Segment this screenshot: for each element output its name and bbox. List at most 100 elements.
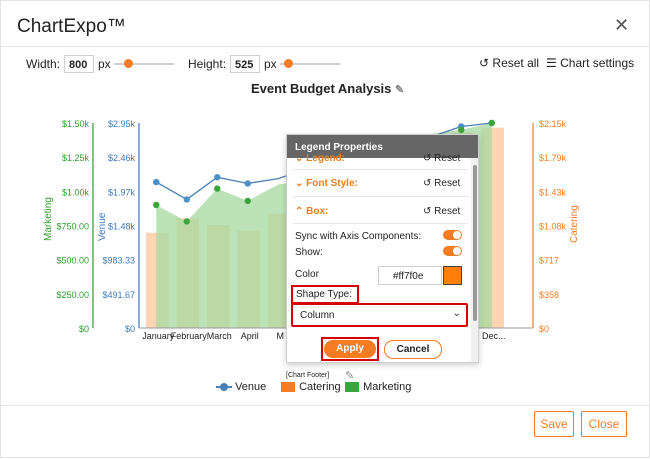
pencil-icon[interactable]: ✎ <box>395 84 405 96</box>
chevron-up-icon: ⌃ <box>295 206 304 217</box>
width-slider-handle[interactable] <box>124 59 133 68</box>
reset-icon: ↺ <box>479 56 490 70</box>
divider <box>293 223 468 224</box>
sync-toggle[interactable] <box>443 230 462 240</box>
venue-tick-label: $2.46k <box>108 153 136 163</box>
legend-item-marketing[interactable]: Marketing <box>345 381 411 393</box>
divider <box>293 196 468 197</box>
box-section-label: Box: <box>306 206 329 217</box>
marketing-point <box>458 126 465 134</box>
close-button[interactable]: Close <box>581 411 627 437</box>
catering-legend-icon <box>281 382 295 393</box>
color-hex-input[interactable]: #ff7f0e <box>378 266 442 285</box>
box-reset-label: Reset <box>434 206 461 217</box>
x-tick-label: Dec... <box>482 331 506 341</box>
width-label: Width: <box>26 57 61 71</box>
height-unit: px <box>264 57 277 71</box>
legend-properties-panel: Legend Properties ⌄ Legend: ↺ Reset ⌄ Fo… <box>286 134 479 363</box>
venue-tick-label: $983.33 <box>102 256 135 266</box>
marketing-tick-label: $750.00 <box>56 222 89 232</box>
x-tick-label: January <box>142 331 175 341</box>
reset-all-button[interactable]: ↺ Reset all <box>479 56 539 70</box>
panel-scrollbar-thumb[interactable] <box>473 165 477 321</box>
color-swatch[interactable] <box>443 266 462 285</box>
save-button[interactable]: Save <box>534 411 574 437</box>
legend-label-marketing: Marketing <box>363 381 412 393</box>
chart-settings-button[interactable]: ☰ Chart settings <box>546 56 634 70</box>
height-slider-handle[interactable] <box>284 59 293 68</box>
marketing-point <box>244 197 251 205</box>
catering-tick-label: $1.79k <box>539 153 567 163</box>
show-label: Show: <box>295 247 323 258</box>
font-style-section-toggle[interactable]: ⌄ Font Style: <box>295 178 358 189</box>
marketing-tick-label: $0 <box>79 324 89 334</box>
cancel-button[interactable]: Cancel <box>384 340 442 359</box>
marketing-point <box>183 218 190 225</box>
height-input[interactable]: 525 <box>230 55 260 73</box>
legend-section-toggle[interactable]: ⌄ Legend: <box>295 153 345 164</box>
font-style-reset-button[interactable]: ↺ Reset <box>423 178 461 189</box>
venue-point <box>214 174 221 181</box>
chevron-down-icon: ⌄ <box>295 153 304 164</box>
catering-tick-label: $717 <box>539 256 559 266</box>
x-tick-label: M <box>277 331 285 341</box>
catering-tick-label: $358 <box>539 290 559 300</box>
catering-tick-label: $0 <box>539 324 549 334</box>
legend-reset-button[interactable]: ↺ Reset <box>423 153 461 164</box>
marketing-axis-label: Marketing <box>43 197 54 241</box>
sync-label: Sync with Axis Components: <box>295 231 422 242</box>
header-divider <box>1 46 649 47</box>
height-slider[interactable] <box>280 63 340 65</box>
x-tick-label: March <box>207 331 232 341</box>
apply-button[interactable]: Apply <box>324 340 376 358</box>
color-label: Color <box>295 269 319 280</box>
venue-tick-label: $0 <box>125 324 135 334</box>
panel-header: Legend Properties <box>287 135 478 158</box>
venue-axis-label: Venue <box>97 212 108 241</box>
legend-section-label: Legend: <box>306 153 346 164</box>
chart-footer[interactable]: [Chart Footer] <box>286 372 330 379</box>
venue-point <box>183 196 190 203</box>
pencil-icon[interactable]: ✎ <box>345 370 355 382</box>
chevron-down-icon: ⌄ <box>295 178 304 189</box>
marketing-legend-icon <box>345 382 359 393</box>
venue-tick-label: $1.97k <box>108 187 136 197</box>
chart-points <box>153 119 495 225</box>
shape-type-value: Column <box>300 310 335 321</box>
chart-title-text: Event Budget Analysis <box>251 81 392 96</box>
catering-tick-label: $1.08k <box>539 222 567 232</box>
marketing-tick-label: $1.50k <box>62 119 90 129</box>
legend-item-venue[interactable]: Venue <box>216 381 266 393</box>
close-icon[interactable]: ✕ <box>614 15 630 35</box>
box-reset-button[interactable]: ↺ Reset <box>423 206 461 217</box>
chevron-down-icon: ⌄ <box>452 308 461 319</box>
settings-sliders-icon: ☰ <box>546 56 557 70</box>
box-section-toggle[interactable]: ⌃ Box: <box>295 206 328 217</box>
venue-tick-label: $1.48k <box>108 222 136 232</box>
divider <box>293 169 468 170</box>
width-slider[interactable] <box>114 63 174 65</box>
width-unit: px <box>98 57 111 71</box>
marketing-tick-label: $1.25k <box>62 153 90 163</box>
catering-tick-label: $1.43k <box>539 187 567 197</box>
legend-label-catering: Catering <box>299 381 341 393</box>
marketing-point <box>153 201 160 209</box>
x-tick-label: February <box>171 331 208 341</box>
venue-tick-label: $491.67 <box>102 290 135 300</box>
shape-type-label: Shape Type: <box>296 289 352 300</box>
venue-point <box>244 180 251 187</box>
show-toggle[interactable] <box>443 246 462 256</box>
marketing-tick-label: $250.00 <box>56 290 89 300</box>
legend-item-catering[interactable]: Catering <box>281 381 341 393</box>
venue-point <box>153 178 160 186</box>
shape-type-select[interactable]: Column ⌄ <box>291 303 468 327</box>
marketing-tick-label: $500.00 <box>56 256 89 266</box>
chart-title[interactable]: Event Budget Analysis ✎ <box>251 81 404 96</box>
font-style-reset-label: Reset <box>434 178 461 189</box>
width-input[interactable]: 800 <box>64 55 94 73</box>
app-title: ChartExpo™ <box>17 16 126 37</box>
chart-settings-label: Chart settings <box>560 56 635 70</box>
shape-type-highlight: Shape Type: <box>291 285 359 304</box>
legend-label-venue: Venue <box>235 381 267 393</box>
